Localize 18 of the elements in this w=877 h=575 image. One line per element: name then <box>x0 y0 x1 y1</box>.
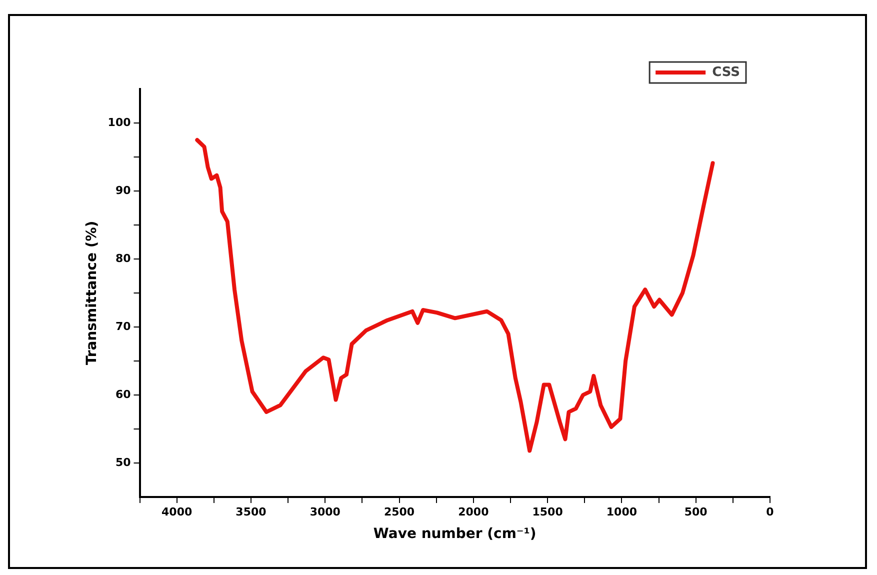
x-tick-label: 1000 <box>606 505 638 518</box>
x-tick-label: 3000 <box>310 505 341 518</box>
x-tick-label: 0 <box>766 505 774 518</box>
x-tick-label: 500 <box>684 505 708 518</box>
y-tick-label: 70 <box>115 320 132 333</box>
y-tick-label: 100 <box>108 116 132 129</box>
y-tick-label: 50 <box>115 456 132 469</box>
y-tick-label: 90 <box>115 184 132 197</box>
y-tick-label: 80 <box>115 252 132 265</box>
x-tick-label: 3500 <box>236 505 267 518</box>
x-tick-label: 4000 <box>162 505 192 518</box>
legend-label: CSS <box>712 64 740 80</box>
y-axis-title: Transmittance (%) <box>84 220 100 366</box>
x-axis-title: Wave number (cm⁻¹) <box>373 526 536 542</box>
x-tick-label: 2000 <box>458 505 490 518</box>
x-tick-label: 1500 <box>532 505 564 518</box>
y-tick-label: 60 <box>115 388 132 401</box>
x-tick-label: 2500 <box>384 505 415 518</box>
